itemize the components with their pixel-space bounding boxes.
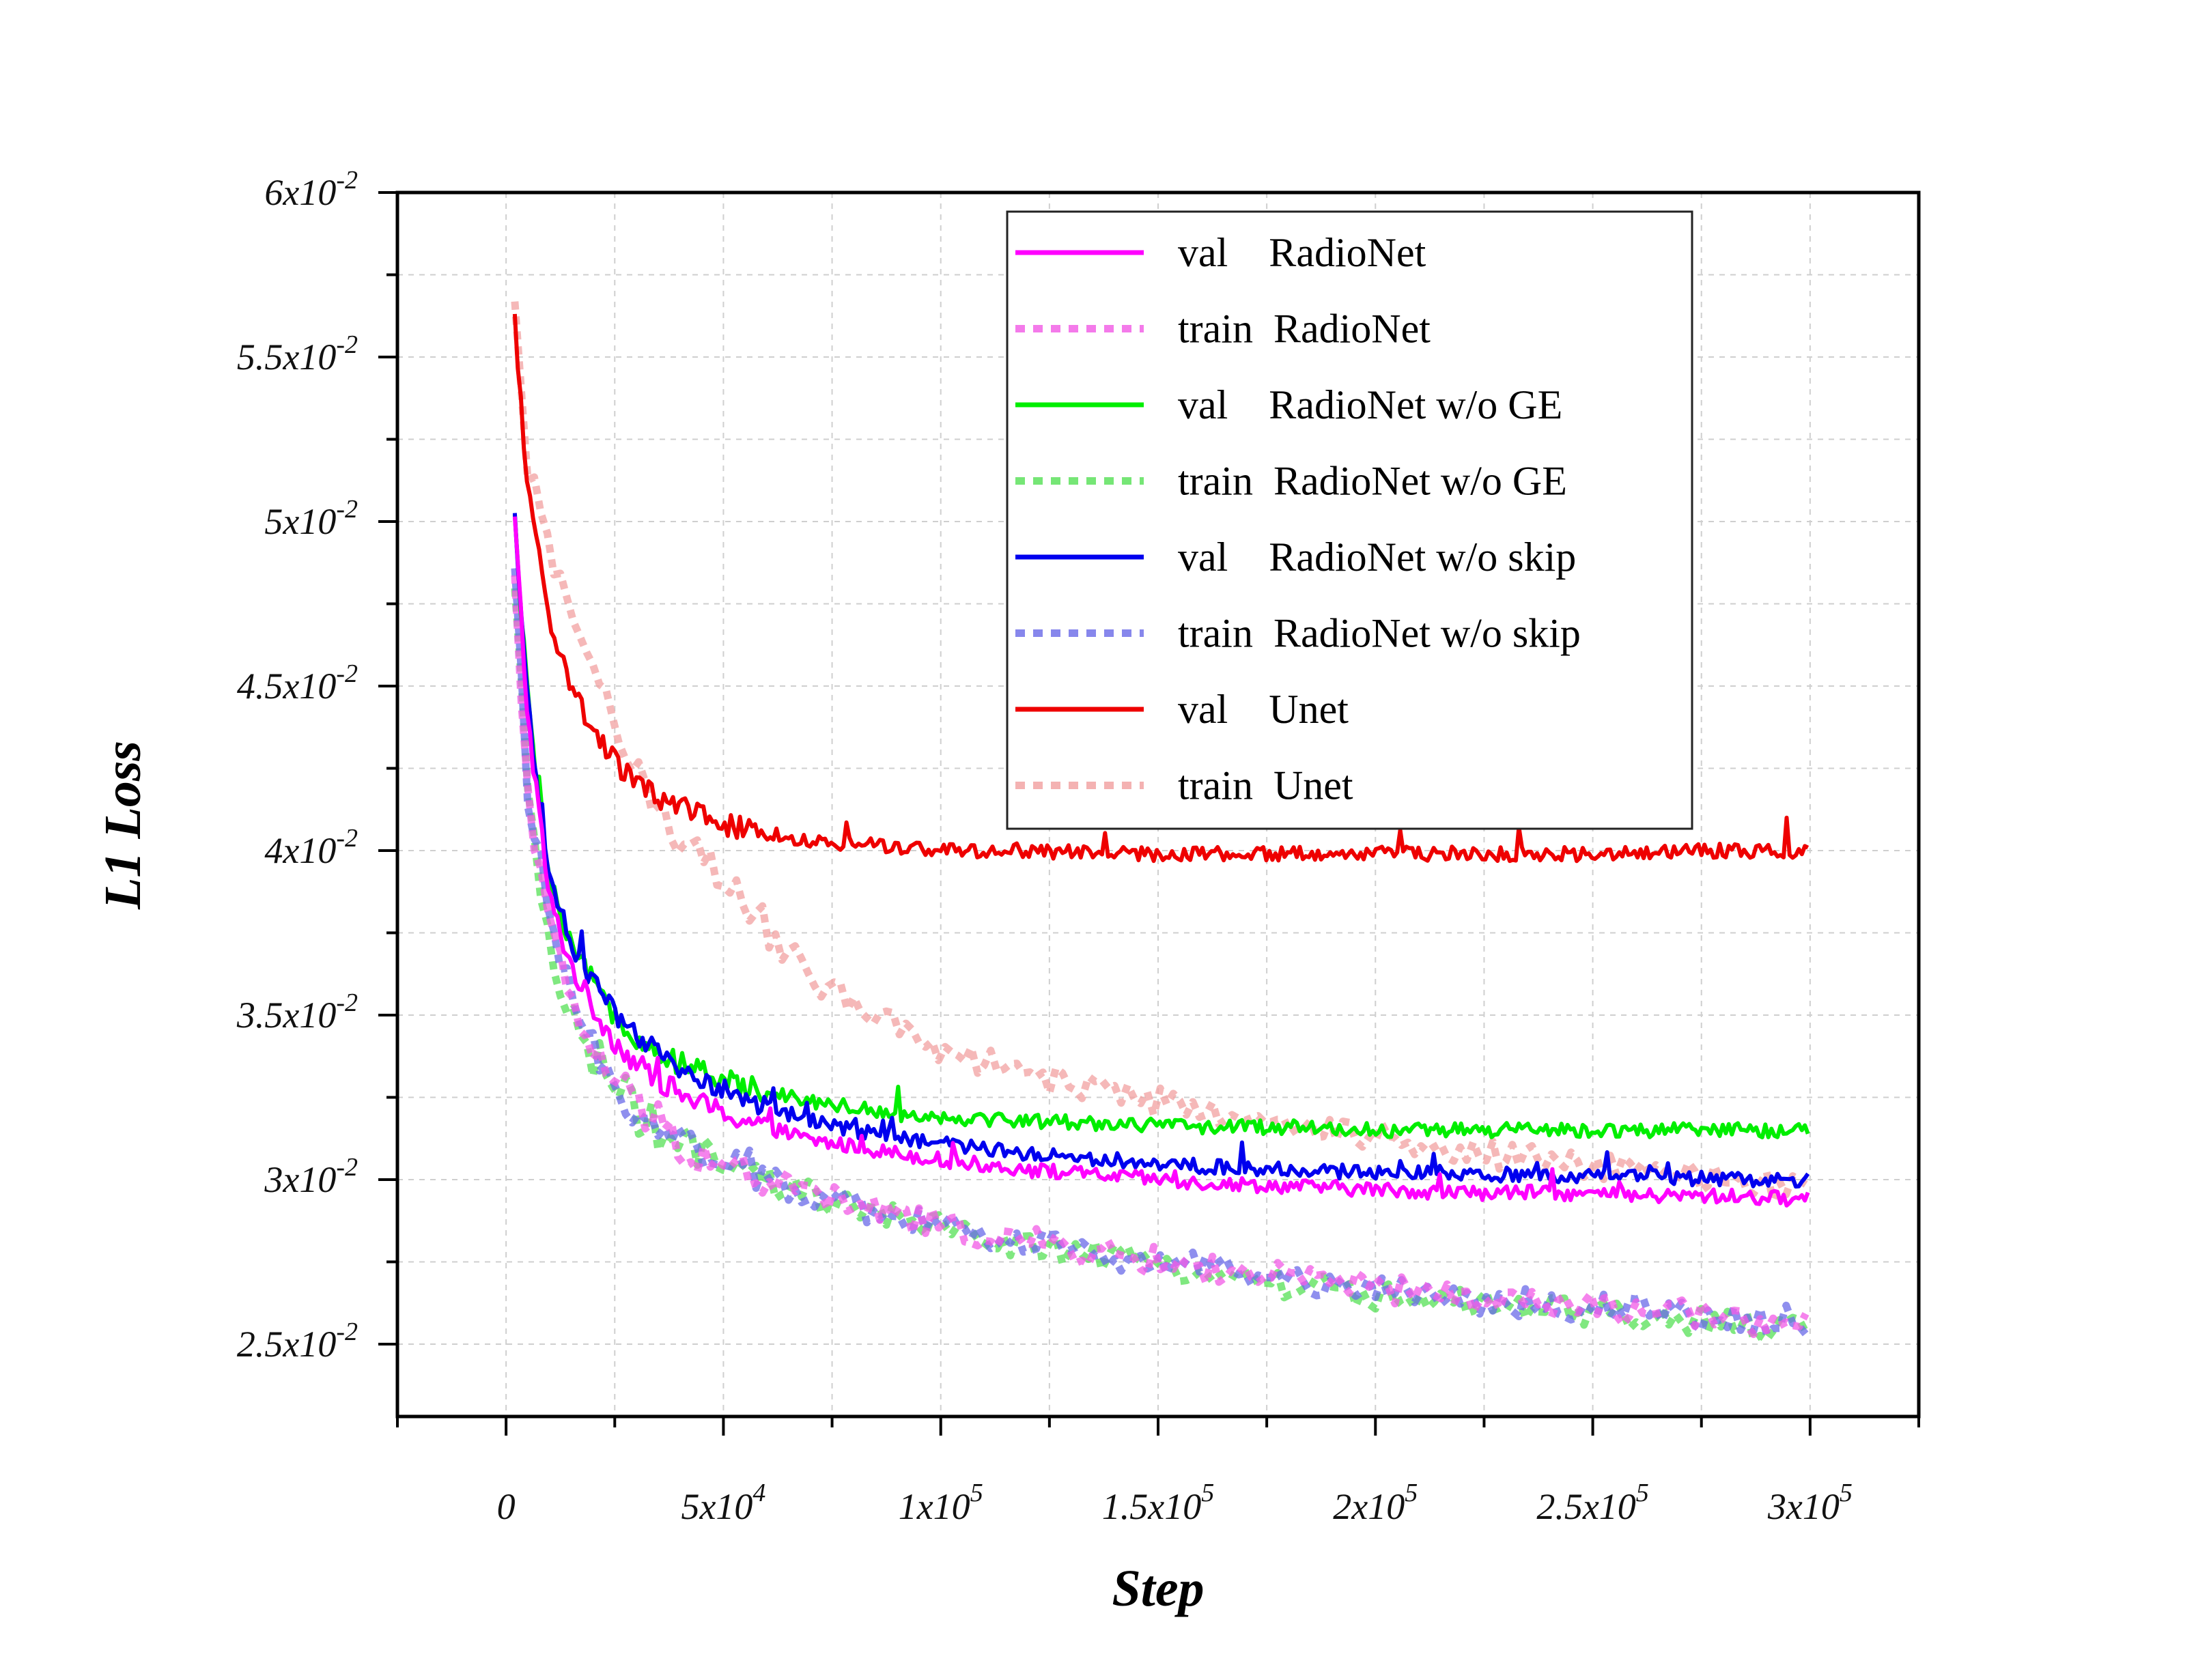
x-tick-label: 2x105 <box>1333 1479 1418 1527</box>
x-tick-label: 1x105 <box>899 1479 983 1527</box>
series-line-2 <box>512 515 1810 1139</box>
x-tick-label: 1.5x105 <box>1102 1479 1214 1527</box>
x-tick-label: 2.5x105 <box>1536 1479 1648 1527</box>
y-axis: 6x10-2 5.5x10-2 5x10-2 4.5x10-2 4x10-2 3.5x10… <box>236 166 397 1365</box>
y-tick-label: 5.5x10-2 <box>237 330 358 378</box>
series-line-0 <box>512 516 1810 1208</box>
y-tick-label: 3x10-2 <box>264 1153 358 1200</box>
series-line-5 <box>511 568 1809 1338</box>
y-tick-label: 6x10-2 <box>264 166 358 213</box>
x-tick-label: 0 <box>497 1486 516 1527</box>
x-tick-label: 5x104 <box>681 1479 765 1527</box>
legend-entry-label: train Unet <box>1178 763 1353 808</box>
series-line-6 <box>512 313 1810 864</box>
legend-entry-label: val Unet <box>1178 687 1349 732</box>
series-line-7 <box>511 301 1808 1204</box>
legend-box <box>1006 210 1693 830</box>
legend-entry-label: val RadioNet <box>1178 230 1426 275</box>
series-line-1 <box>511 575 1810 1339</box>
legend-entry-label: val RadioNet w/o GE <box>1178 382 1562 427</box>
legend-entry-label: train RadioNet <box>1178 307 1431 352</box>
y-tick-label: 2.5x10-2 <box>237 1318 358 1365</box>
x-axis-title: Step <box>1112 1560 1204 1617</box>
x-axis: 0 5x104 1x105 1.5x105 2x105 2.5x105 3x105 <box>396 1416 1920 1527</box>
legend: val RadioNet train RadioNet val RadioNet w… <box>1006 210 1693 830</box>
legend-entry-label: train RadioNet w/o GE <box>1178 459 1567 504</box>
series-layer <box>511 301 1810 1343</box>
legend-entry-label: train RadioNet w/o skip <box>1178 611 1581 656</box>
x-tick-label: 3x105 <box>1767 1479 1853 1527</box>
legend-entry-label: val RadioNet w/o skip <box>1178 535 1576 580</box>
y-tick-label: 5x10-2 <box>264 495 358 542</box>
y-axis-title: L1 Loss <box>94 741 152 910</box>
series-line-4 <box>512 513 1810 1189</box>
y-tick-label: 4x10-2 <box>264 824 358 871</box>
y-tick-label: 4.5x10-2 <box>237 659 358 707</box>
y-tick-label: 3.5x10-2 <box>236 988 358 1036</box>
